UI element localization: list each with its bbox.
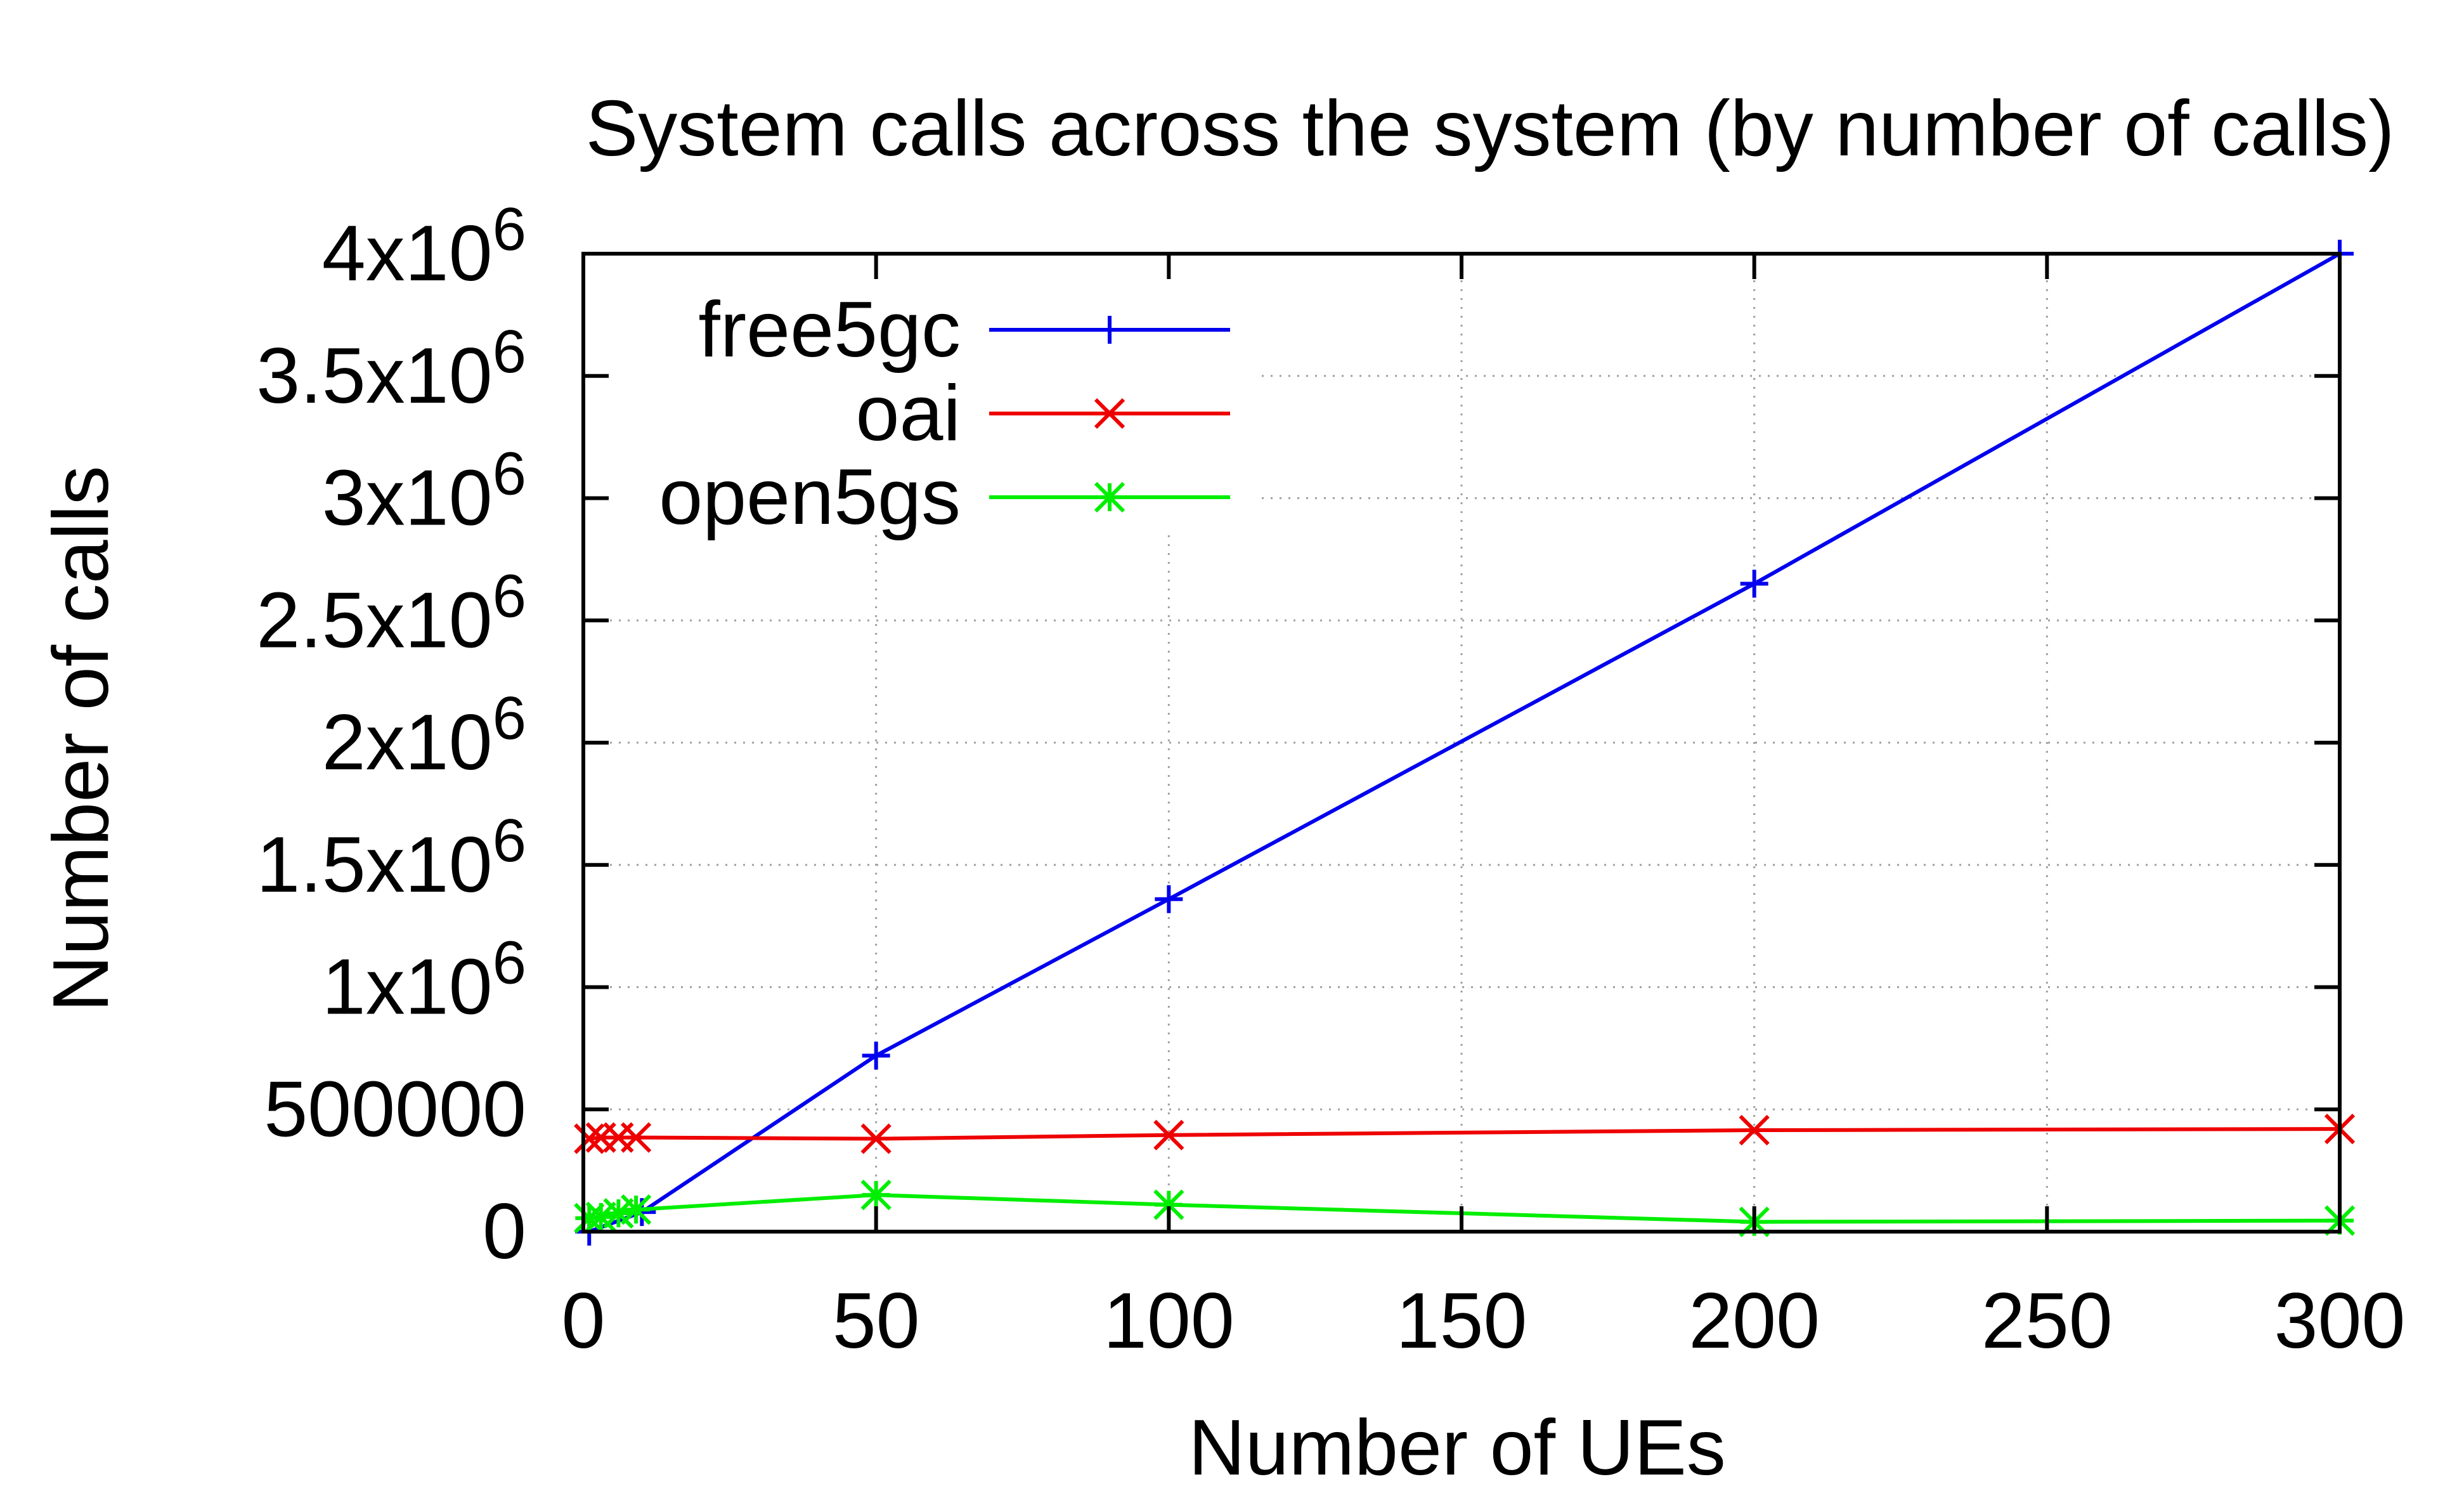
x-tick-label: 0 xyxy=(562,1277,606,1365)
x-axis-label: Number of UEs xyxy=(1188,1404,1726,1492)
axis-ticks xyxy=(581,252,2342,1234)
y-tick-label-mantissa: 3.5x10 xyxy=(256,332,492,420)
data-point-open5gs xyxy=(860,1180,892,1211)
data-point-oai xyxy=(1153,1119,1184,1150)
y-tick-label-exponent: 6 xyxy=(493,440,526,508)
y-tick-label-exponent: 6 xyxy=(493,562,526,630)
x-tick-label: 200 xyxy=(1689,1277,1820,1365)
y-tick-label-exponent: 6 xyxy=(493,318,526,386)
data-point-oai xyxy=(620,1122,652,1153)
y-tick-label: 4x106 xyxy=(322,195,526,297)
chart-title: System calls across the system (by numbe… xyxy=(586,85,2395,173)
y-tick-label-exponent: 6 xyxy=(493,195,526,263)
data-point-open5gs xyxy=(620,1194,652,1225)
y-tick-label-exponent: 6 xyxy=(493,929,526,997)
y-tick-label: 2x106 xyxy=(322,684,526,786)
y-tick-label: 3.5x106 xyxy=(256,318,526,420)
x-tick-label: 300 xyxy=(2274,1277,2406,1365)
legend-label-free5gc: free5gc xyxy=(698,286,961,374)
data-point-free5gc xyxy=(862,1041,890,1070)
y-tick-label-mantissa: 2.5x10 xyxy=(256,576,492,664)
y-tick-label: 1.5x106 xyxy=(256,807,526,909)
series-line-open5gs xyxy=(588,1193,2340,1224)
data-point-free5gc xyxy=(1155,885,1183,913)
y-tick-label: 500000 xyxy=(264,1065,526,1153)
y-tick-label: 1x106 xyxy=(322,929,526,1031)
y-tick-label-mantissa: 0 xyxy=(483,1188,526,1275)
legend-marker-open5gs xyxy=(1094,481,1125,513)
y-tick-label-mantissa: 500000 xyxy=(264,1065,526,1153)
y-axis-label: Number of calls xyxy=(37,466,125,1012)
y-tick-label-mantissa: 3x10 xyxy=(322,455,493,542)
x-tick-label: 50 xyxy=(833,1277,920,1365)
x-tick-label: 150 xyxy=(1396,1277,1527,1365)
series-line-oai xyxy=(588,1127,2340,1141)
legend-label-open5gs: open5gs xyxy=(659,453,961,541)
y-tick-label-exponent: 6 xyxy=(493,684,526,752)
y-tick-label-mantissa: 1x10 xyxy=(322,944,493,1031)
series-line-free5gc xyxy=(588,252,2341,1234)
legend-label-oai: oai xyxy=(856,370,961,457)
y-tick-label-mantissa: 1.5x10 xyxy=(256,821,492,909)
data-point-free5gc xyxy=(1740,570,1768,598)
y-tick-label-mantissa: 4x10 xyxy=(322,210,493,297)
legend-marker-free5gc xyxy=(1096,316,1124,344)
y-tick-label-exponent: 6 xyxy=(493,807,526,875)
x-tick-label: 250 xyxy=(1981,1277,2113,1365)
data-point-oai xyxy=(860,1123,892,1154)
data-point-oai xyxy=(574,1123,605,1154)
y-tick-label-mantissa: 2x10 xyxy=(322,699,493,786)
legend-marker-oai xyxy=(1094,398,1125,429)
y-tick-label: 3x106 xyxy=(322,440,526,542)
y-tick-label: 2.5x106 xyxy=(256,562,526,664)
data-point-oai xyxy=(1739,1114,1770,1146)
y-tick-label: 0 xyxy=(483,1188,526,1275)
x-tick-label: 100 xyxy=(1103,1277,1235,1365)
tick-labels: 05000001x1061.5x1062x1062.5x1063x1063.5x… xyxy=(256,195,2405,1365)
